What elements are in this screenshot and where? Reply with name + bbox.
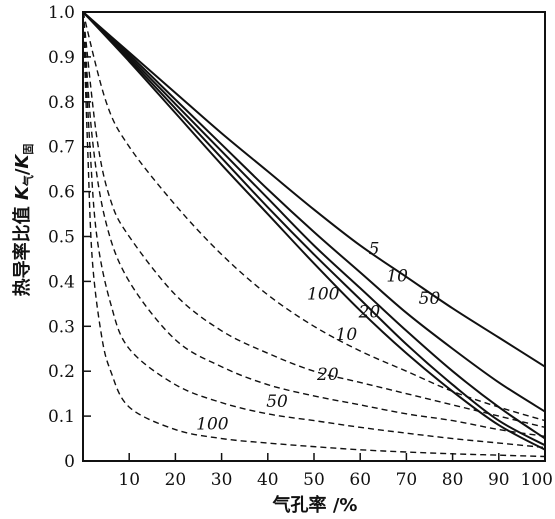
series-line-solid-0 <box>82 11 546 368</box>
y-axis-title-slash: / <box>12 168 33 175</box>
series-group <box>82 11 546 458</box>
y-tick-label: 0.3 <box>48 317 75 337</box>
curve-label: 100 <box>307 284 340 304</box>
y-tick-label: 0.1 <box>48 407 75 427</box>
x-tick-label: 50 <box>303 470 325 490</box>
y-tick-label: 0.7 <box>48 138 75 158</box>
x-tick-label: 30 <box>211 470 233 490</box>
x-tick-label: 20 <box>165 470 187 490</box>
x-tick-label: 40 <box>257 470 279 490</box>
y-axis-title-sub1: 气 <box>21 175 35 187</box>
curve-label: 20 <box>358 302 381 322</box>
x-axis-ticks: 10 20 30 40 50 60 70 80 90 100 <box>118 453 553 490</box>
curve-label: 50 <box>266 392 288 412</box>
curve-label: 10 <box>336 325 358 345</box>
y-tick-label: 0.6 <box>48 183 75 203</box>
y-axis-title-k1: K <box>12 184 33 200</box>
series-line-dashed-5 <box>82 11 546 422</box>
y-tick-label: 0.8 <box>48 93 75 113</box>
y-tick-label: 1.0 <box>48 3 75 23</box>
series-line-solid-4 <box>82 11 546 451</box>
series-line-solid-3 <box>82 11 546 447</box>
series-line-dashed-7 <box>82 11 546 438</box>
x-tick-label: 70 <box>396 470 418 490</box>
y-axis-title: 热导率比值 K气/K固 <box>11 144 35 297</box>
x-tick-label: 60 <box>349 470 371 490</box>
x-tick-label: 80 <box>442 470 464 490</box>
series-line-solid-2 <box>82 11 546 440</box>
series-line-dashed-8 <box>82 11 546 449</box>
y-tick-label: 0.9 <box>48 48 75 68</box>
y-tick-label: 0.2 <box>48 362 75 382</box>
series-line-dashed-6 <box>82 11 546 429</box>
curve-label: 100 <box>196 415 229 435</box>
y-axis-title-main: 热导率比值 <box>11 200 33 296</box>
x-axis-title: 气孔率 /% <box>272 494 358 516</box>
x-tick-label: 90 <box>488 470 510 490</box>
curve-label: 20 <box>316 365 339 385</box>
y-axis-ticks: 0 0.1 0.2 0.3 0.4 0.5 0.6 0.7 0.8 0.9 1.0 <box>48 3 91 472</box>
curve-label: 10 <box>386 266 408 286</box>
x-tick-label: 10 <box>118 470 140 490</box>
y-axis-title-sub2: 固 <box>22 144 35 155</box>
y-tick-label: 0.4 <box>48 272 75 292</box>
curve-label: 5 <box>369 239 380 259</box>
curve-label: 50 <box>419 289 441 309</box>
y-axis-title-k2: K <box>12 153 33 169</box>
x-tick-label: 100 <box>521 470 553 490</box>
y-tick-label: 0 <box>64 452 75 472</box>
series-line-dashed-9 <box>82 11 546 458</box>
y-tick-label: 0.5 <box>48 228 75 248</box>
series-line-solid-1 <box>82 11 546 413</box>
